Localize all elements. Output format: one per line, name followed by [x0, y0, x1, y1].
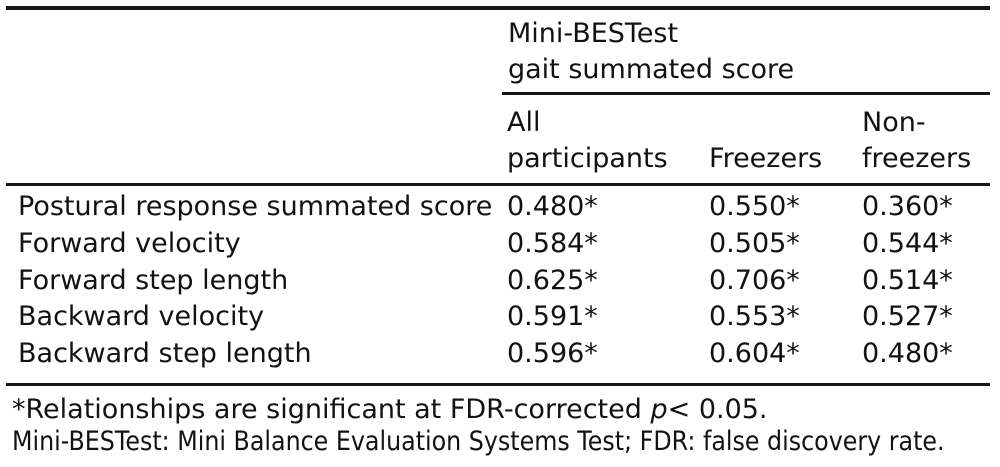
row-label: Forward velocity — [18, 227, 241, 259]
row-label: Backward velocity — [18, 301, 265, 333]
value-all-participants: 0.591* — [507, 301, 598, 333]
table-row: Forward step length 0.625* 0.706* 0.514* — [6, 263, 990, 300]
column-header-line: participants — [507, 143, 668, 174]
value-freezers: 0.706* — [709, 264, 800, 296]
column-header-line: Freezers — [709, 143, 823, 174]
table-row: Forward velocity 0.584* 0.505* 0.544* — [6, 226, 990, 263]
footnote-significance: *Relationships are significant at FDR-co… — [12, 394, 1000, 426]
spanner-header-cell: Mini-BESTest gait summated score — [502, 10, 990, 95]
spanner-header-row: Mini-BESTest gait summated score — [6, 10, 990, 95]
value-non-freezers: 0.360* — [862, 191, 953, 222]
column-header-line: Non- — [862, 107, 926, 138]
table-bottom-rule — [6, 382, 990, 386]
value-freezers: 0.505* — [709, 227, 800, 259]
value-non-freezers: 0.527* — [862, 301, 953, 333]
value-non-freezers: 0.514* — [862, 264, 953, 296]
value-all-participants: 0.480* — [507, 191, 598, 222]
italic-p: p — [650, 393, 668, 425]
footnote-significance-suffix: < 0.05. — [667, 393, 768, 425]
column-header-line: freezers — [862, 143, 972, 174]
value-freezers: 0.604* — [709, 338, 800, 370]
table-top-rule — [6, 6, 990, 10]
column-header-line: All — [507, 107, 541, 138]
spanner-header-line-2: gait summated score — [508, 54, 795, 85]
value-non-freezers: 0.480* — [862, 338, 953, 370]
column-header-all-participants: All participants — [507, 105, 709, 177]
value-all-participants: 0.625* — [507, 264, 598, 296]
spanner-spacer-cell — [6, 10, 502, 95]
value-freezers: 0.553* — [709, 301, 800, 333]
spanner-header-line-1: Mini-BESTest — [508, 18, 679, 49]
value-non-freezers: 0.544* — [862, 227, 953, 259]
footnote-abbreviations: Mini-BESTest: Mini Balance Evaluation Sy… — [12, 425, 945, 457]
row-label: Postural response summated score — [18, 191, 493, 222]
column-header-freezers: Freezers — [709, 141, 862, 177]
row-label: Backward step length — [18, 338, 312, 370]
value-all-participants: 0.584* — [507, 227, 598, 259]
table-row: Backward velocity 0.591* 0.553* 0.527* — [6, 299, 990, 336]
table-body: Postural response summated score 0.480* … — [6, 186, 990, 383]
row-label: Forward step length — [18, 264, 289, 296]
table-row: Postural response summated score 0.480* … — [6, 189, 990, 226]
column-header-row: All participants Freezers Non- freezers — [6, 95, 990, 183]
table-footnotes: *Relationships are significant at FDR-co… — [12, 394, 1000, 458]
footnote-significance-prefix: *Relationships are significant at FDR-co… — [12, 393, 651, 425]
correlation-table: Mini-BESTest gait summated score All par… — [6, 6, 990, 386]
value-all-participants: 0.596* — [507, 338, 598, 370]
value-freezers: 0.550* — [709, 191, 800, 222]
header-divider-rule — [6, 183, 990, 186]
column-header-non-freezers: Non- freezers — [862, 105, 990, 177]
table-row: Backward step length 0.596* 0.604* 0.480… — [6, 336, 990, 373]
